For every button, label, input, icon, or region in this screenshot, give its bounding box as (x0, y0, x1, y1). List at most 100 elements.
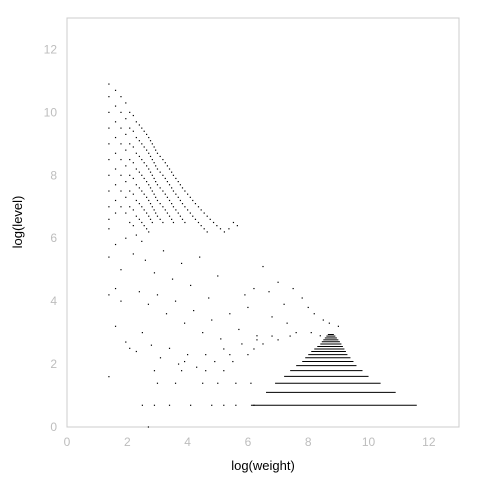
data-point (211, 404, 213, 406)
data-point (168, 168, 171, 170)
data-point (228, 228, 230, 230)
data-point (164, 193, 166, 195)
data-point (143, 177, 145, 180)
data-point (187, 193, 189, 195)
data-point (148, 168, 150, 170)
data-point (147, 426, 150, 428)
y-tick-label: 8 (50, 168, 57, 182)
data-point (159, 203, 161, 205)
data-point (184, 322, 186, 324)
data-point (156, 152, 159, 154)
data-point (220, 338, 222, 340)
data-point (153, 193, 155, 195)
data-point (149, 171, 152, 173)
data-point (135, 121, 137, 123)
data-point (148, 199, 150, 202)
data-point (108, 190, 110, 192)
data-point (180, 262, 183, 264)
data-point (138, 203, 140, 205)
data-point (166, 212, 169, 214)
data-point (229, 354, 231, 356)
data-point (181, 218, 184, 220)
data-point (132, 177, 134, 180)
data-point (120, 206, 122, 208)
data-point (205, 354, 207, 356)
data-point (205, 370, 207, 372)
data-point (166, 165, 169, 167)
data-point (114, 136, 117, 139)
data-point (168, 199, 171, 202)
data-point (162, 158, 164, 161)
data-point (212, 221, 215, 224)
data-point (114, 243, 117, 246)
data-point (256, 339, 258, 341)
data-point (159, 218, 161, 220)
data-point (125, 237, 127, 239)
data-point (206, 215, 208, 217)
data-point (125, 133, 127, 136)
data-point (151, 206, 153, 208)
data-point (141, 174, 143, 176)
data-point (301, 297, 303, 299)
data-point (129, 143, 131, 145)
horizontal-segments (250, 334, 417, 406)
data-point (114, 89, 117, 91)
data-point (114, 168, 117, 170)
data-point (143, 146, 145, 148)
data-point (271, 316, 273, 318)
data-point (135, 184, 137, 186)
data-point (108, 158, 110, 161)
scatter-points (108, 83, 339, 428)
data-point (138, 171, 140, 173)
data-point (168, 215, 171, 217)
y-tick-label: 0 (50, 420, 57, 434)
data-point (132, 114, 134, 117)
data-point (197, 221, 200, 224)
data-point (172, 190, 175, 192)
data-point (125, 341, 127, 343)
data-point (184, 190, 186, 192)
y-tick-label: 12 (44, 42, 58, 56)
data-point (162, 206, 164, 208)
data-point (151, 143, 153, 145)
data-point (135, 168, 137, 170)
data-point (146, 212, 148, 214)
data-point (125, 118, 127, 120)
data-point (241, 343, 243, 345)
data-point (200, 225, 202, 227)
data-point (108, 376, 110, 378)
data-point (125, 149, 127, 151)
data-point (120, 269, 122, 271)
x-tick-label: 6 (245, 435, 252, 449)
data-point (177, 181, 179, 183)
data-point (214, 360, 216, 363)
data-point (244, 294, 246, 296)
data-point (319, 335, 321, 337)
y-axis-label: log(level) (10, 196, 25, 249)
data-point (144, 259, 146, 261)
data-point (147, 303, 150, 305)
data-point (149, 155, 152, 158)
y-tick-label: 2 (50, 357, 57, 371)
data-point (120, 127, 122, 129)
data-point (174, 300, 177, 302)
data-point (151, 158, 153, 161)
data-point (223, 370, 225, 372)
data-point (208, 297, 210, 299)
data-point (166, 181, 169, 183)
data-point (129, 221, 131, 224)
data-point (262, 343, 264, 345)
data-point (162, 190, 164, 192)
data-point (159, 155, 161, 158)
data-point (143, 130, 145, 132)
data-point (153, 209, 155, 211)
data-point (181, 187, 184, 189)
data-point (187, 354, 189, 356)
data-point (277, 281, 279, 283)
data-point (132, 225, 134, 227)
data-point (129, 158, 131, 161)
data-point (149, 218, 152, 220)
data-point (217, 382, 219, 384)
data-point (149, 140, 152, 142)
data-point (156, 199, 159, 202)
